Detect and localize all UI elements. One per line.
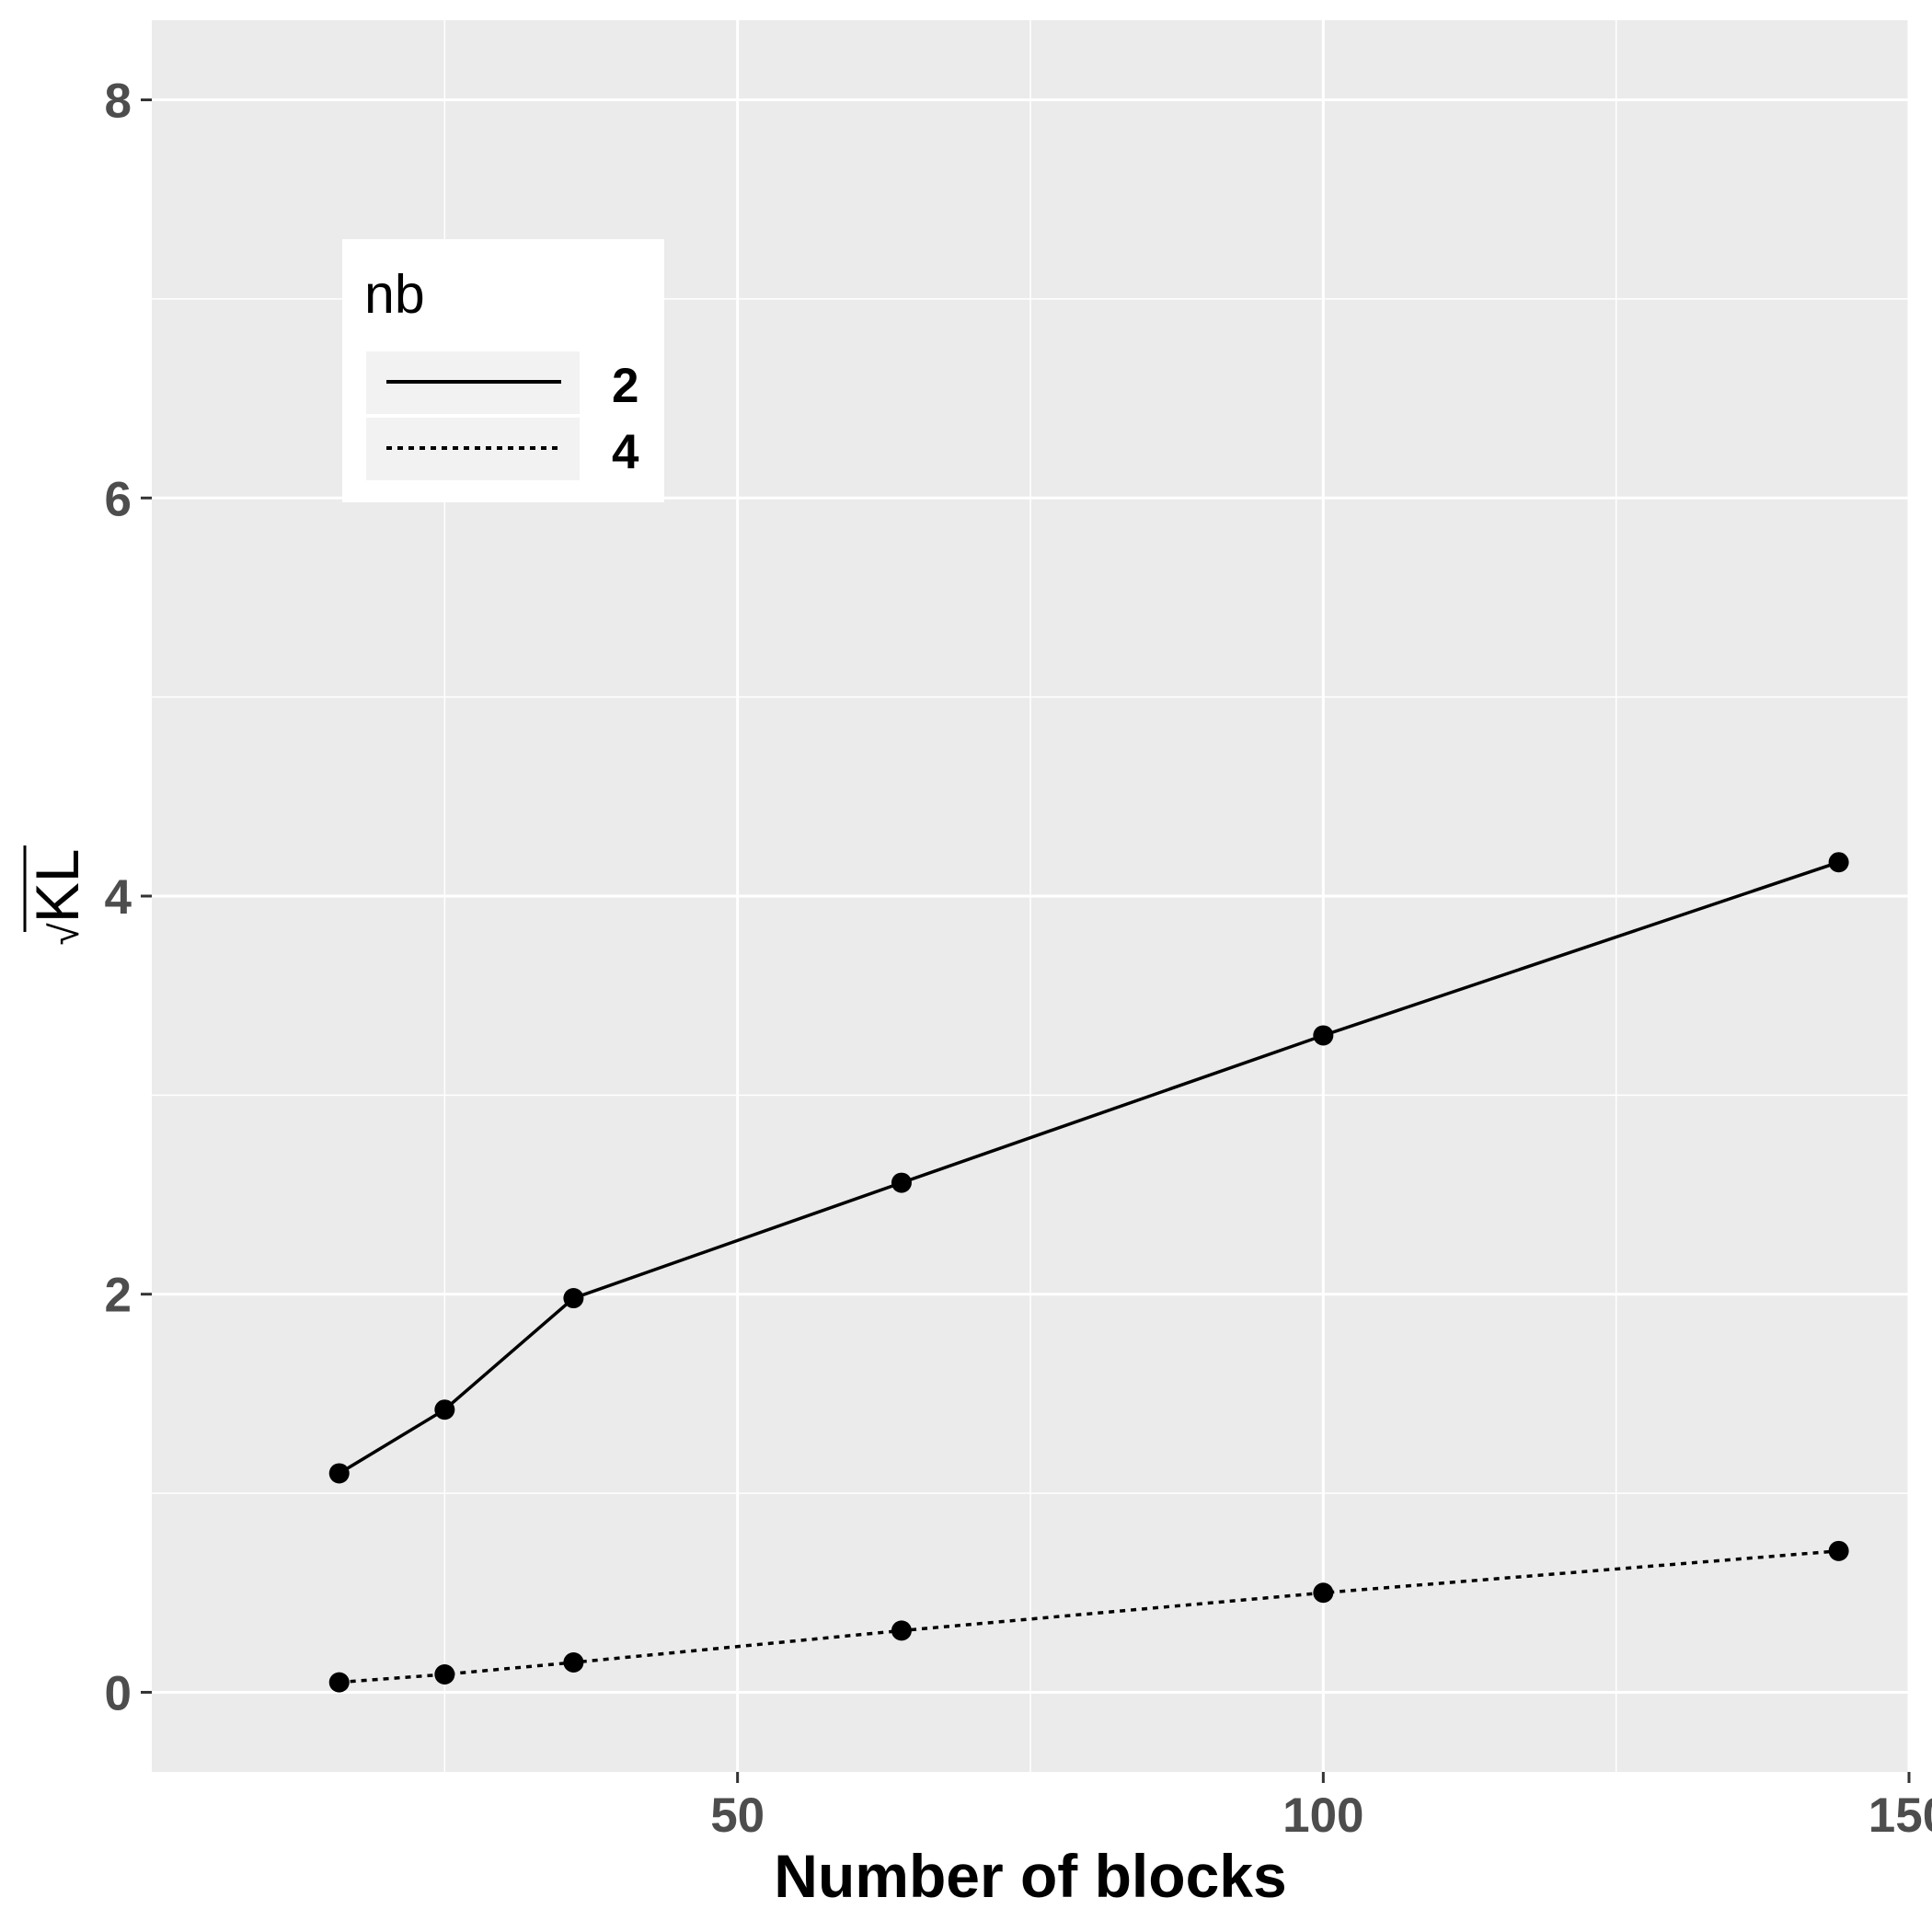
data-point-4 <box>563 1652 584 1673</box>
x-tick-label: 100 <box>1282 1788 1363 1843</box>
x-axis-title: Number of blocks <box>774 1842 1286 1910</box>
svg-text:√KL: √KL <box>23 849 91 946</box>
series-lines <box>338 860 1840 1685</box>
data-point-2 <box>563 1288 584 1309</box>
legend-title: nb <box>364 264 425 325</box>
data-point-2 <box>1313 1025 1334 1046</box>
data-point-2 <box>891 1172 912 1193</box>
major-gridlines <box>152 20 1911 1772</box>
legend: nb 2 4 <box>342 239 664 502</box>
y-tick-label: 2 <box>105 1269 132 1323</box>
y-tick-label: 6 <box>105 472 132 526</box>
y-axis-ticks: 0 2 4 6 8 <box>105 75 152 1720</box>
data-point-4 <box>1828 1540 1849 1561</box>
x-tick-label: 150 <box>1869 1788 1932 1843</box>
legend-label-2: 2 <box>612 359 638 413</box>
data-point-4 <box>434 1663 455 1685</box>
data-point-4 <box>891 1620 912 1641</box>
series-points <box>328 852 1849 1693</box>
legend-label-4: 4 <box>612 425 639 479</box>
data-point-4 <box>1313 1582 1334 1604</box>
y-axis-title-radical: √ <box>42 922 87 945</box>
y-tick-label: 4 <box>105 870 132 925</box>
series-line-4 <box>339 1549 1839 1685</box>
y-tick-label: 0 <box>105 1666 132 1720</box>
data-point-2 <box>1828 852 1849 873</box>
y-axis-title-text: KL <box>23 849 91 924</box>
series-line-2 <box>338 860 1840 1475</box>
x-tick-label: 50 <box>710 1788 765 1843</box>
data-point-4 <box>328 1672 350 1693</box>
x-axis-ticks: 50 100 150 <box>710 1772 1932 1843</box>
data-point-2 <box>434 1399 455 1420</box>
data-point-2 <box>328 1463 350 1484</box>
y-axis-title: √KL <box>23 845 91 945</box>
y-tick-label: 8 <box>105 75 132 129</box>
